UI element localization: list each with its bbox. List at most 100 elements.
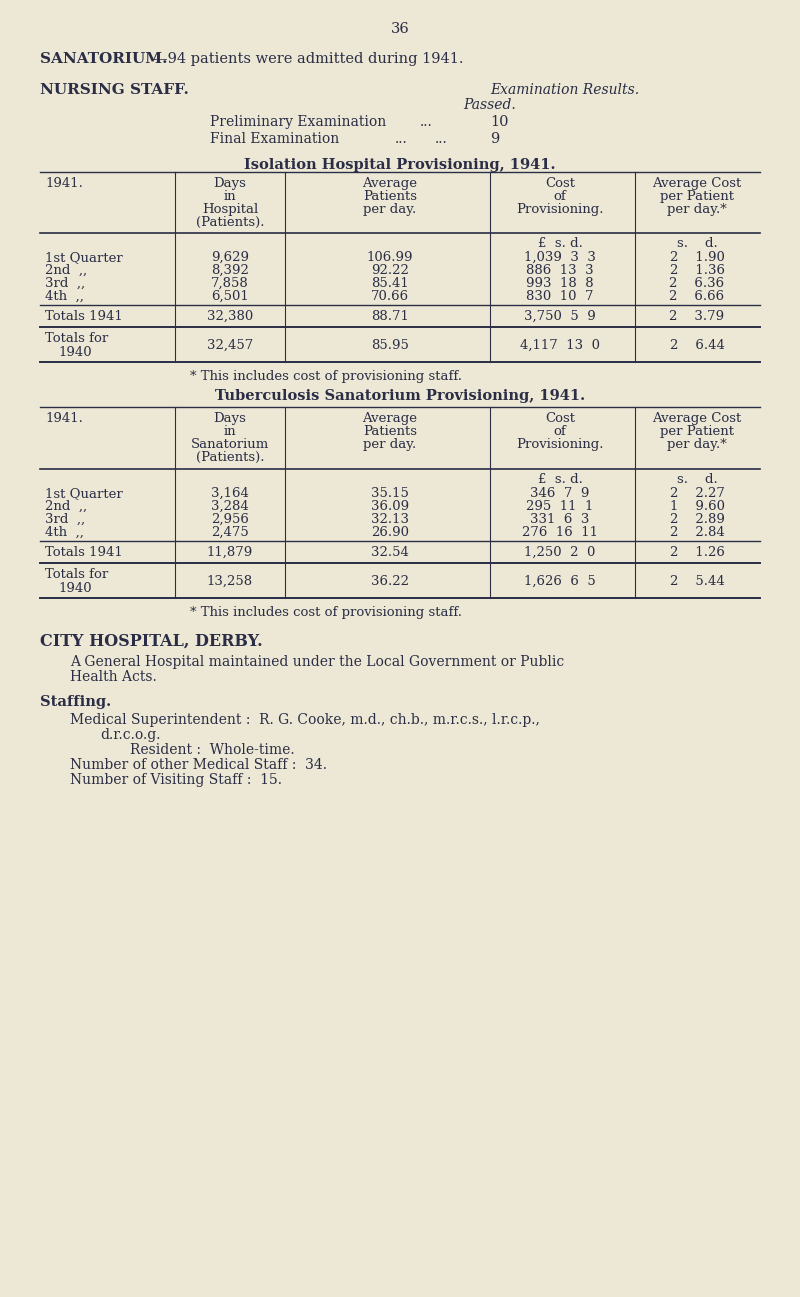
Text: 1,039  3  3: 1,039 3 3 bbox=[524, 252, 596, 265]
Text: 1    9.60: 1 9.60 bbox=[670, 501, 725, 514]
Text: 2nd  ,,: 2nd ,, bbox=[45, 501, 87, 514]
Text: 1,626  6  5: 1,626 6 5 bbox=[524, 575, 596, 588]
Text: Totals for: Totals for bbox=[45, 568, 108, 581]
Text: * This includes cost of provisioning staff.: * This includes cost of provisioning sta… bbox=[190, 370, 462, 383]
Text: £  s. d.: £ s. d. bbox=[538, 473, 582, 486]
Text: ...: ... bbox=[420, 115, 433, 128]
Text: Preliminary Examination: Preliminary Examination bbox=[210, 115, 386, 128]
Text: per Patient: per Patient bbox=[660, 189, 734, 204]
Text: Medical Superintendent :  R. G. Cooke, m.d., ch.b., m.r.c.s., l.r.c.p.,: Medical Superintendent : R. G. Cooke, m.… bbox=[70, 713, 540, 728]
Text: 3,284: 3,284 bbox=[211, 501, 249, 514]
Text: 3rd  ,,: 3rd ,, bbox=[45, 278, 85, 291]
Text: 1940: 1940 bbox=[58, 346, 92, 359]
Text: Number of Visiting Staff :  15.: Number of Visiting Staff : 15. bbox=[70, 773, 282, 787]
Text: SANATORIUM.: SANATORIUM. bbox=[40, 52, 167, 66]
Text: 70.66: 70.66 bbox=[371, 291, 409, 303]
Text: 9: 9 bbox=[490, 132, 499, 147]
Text: per day.: per day. bbox=[363, 438, 417, 451]
Text: Number of other Medical Staff :  34.: Number of other Medical Staff : 34. bbox=[70, 757, 327, 772]
Text: Average: Average bbox=[362, 176, 418, 189]
Text: Days: Days bbox=[214, 176, 246, 189]
Text: 2,956: 2,956 bbox=[211, 514, 249, 527]
Text: Sanatorium: Sanatorium bbox=[191, 438, 269, 451]
Text: 13,258: 13,258 bbox=[207, 575, 253, 588]
Text: CITY HOSPITAL, DERBY.: CITY HOSPITAL, DERBY. bbox=[40, 633, 262, 650]
Text: 1940: 1940 bbox=[58, 582, 92, 595]
Text: Tuberculosis Sanatorium Provisioning, 1941.: Tuberculosis Sanatorium Provisioning, 19… bbox=[215, 389, 585, 403]
Text: 32,457: 32,457 bbox=[207, 339, 253, 351]
Text: 36.22: 36.22 bbox=[371, 575, 409, 588]
Text: Final Examination: Final Examination bbox=[210, 132, 339, 147]
Text: Totals 1941: Totals 1941 bbox=[45, 310, 122, 323]
Text: 85.41: 85.41 bbox=[371, 278, 409, 291]
Text: 32.13: 32.13 bbox=[371, 514, 409, 527]
Text: 276  16  11: 276 16 11 bbox=[522, 527, 598, 540]
Text: of: of bbox=[554, 189, 566, 204]
Text: —94 patients were admitted during 1941.: —94 patients were admitted during 1941. bbox=[153, 52, 463, 66]
Text: 3,750  5  9: 3,750 5 9 bbox=[524, 310, 596, 323]
Text: Cost: Cost bbox=[545, 412, 575, 425]
Text: Resident :  Whole-time.: Resident : Whole-time. bbox=[130, 743, 294, 757]
Text: 88.71: 88.71 bbox=[371, 310, 409, 323]
Text: 331  6  3: 331 6 3 bbox=[530, 514, 590, 527]
Text: 8,392: 8,392 bbox=[211, 265, 249, 278]
Text: 10: 10 bbox=[490, 115, 509, 128]
Text: 1st Quarter: 1st Quarter bbox=[45, 252, 122, 265]
Text: 1,250  2  0: 1,250 2 0 bbox=[524, 546, 596, 559]
Text: 32,380: 32,380 bbox=[207, 310, 253, 323]
Text: 2    1.36: 2 1.36 bbox=[670, 265, 725, 278]
Text: 2    5.44: 2 5.44 bbox=[670, 575, 724, 588]
Text: £  s. d.: £ s. d. bbox=[538, 237, 582, 250]
Text: (Patients).: (Patients). bbox=[196, 451, 264, 464]
Text: 1941.: 1941. bbox=[45, 412, 83, 425]
Text: Days: Days bbox=[214, 412, 246, 425]
Text: 2    6.44: 2 6.44 bbox=[670, 339, 725, 351]
Text: Passed.: Passed. bbox=[464, 99, 516, 112]
Text: Average: Average bbox=[362, 412, 418, 425]
Text: 2    1.90: 2 1.90 bbox=[670, 252, 725, 265]
Text: 4th  ,,: 4th ,, bbox=[45, 527, 84, 540]
Text: ...: ... bbox=[395, 132, 408, 147]
Text: 32.54: 32.54 bbox=[371, 546, 409, 559]
Text: of: of bbox=[554, 425, 566, 438]
Text: 4,117  13  0: 4,117 13 0 bbox=[520, 339, 600, 351]
Text: Average Cost: Average Cost bbox=[652, 412, 742, 425]
Text: per day.*: per day.* bbox=[667, 204, 727, 217]
Text: in: in bbox=[224, 189, 236, 204]
Text: 26.90: 26.90 bbox=[371, 527, 409, 540]
Text: * This includes cost of provisioning staff.: * This includes cost of provisioning sta… bbox=[190, 606, 462, 619]
Text: 295  11  1: 295 11 1 bbox=[526, 501, 594, 514]
Text: Staffing.: Staffing. bbox=[40, 695, 111, 709]
Text: 85.95: 85.95 bbox=[371, 339, 409, 351]
Text: 9,629: 9,629 bbox=[211, 252, 249, 265]
Text: per day.: per day. bbox=[363, 204, 417, 217]
Text: Totals for: Totals for bbox=[45, 332, 108, 345]
Text: A General Hospital maintained under the Local Government or Public: A General Hospital maintained under the … bbox=[70, 655, 564, 669]
Text: 1941.: 1941. bbox=[45, 176, 83, 189]
Text: 3,164: 3,164 bbox=[211, 486, 249, 501]
Text: ...: ... bbox=[435, 132, 448, 147]
Text: s.    d.: s. d. bbox=[677, 473, 718, 486]
Text: 993  18  8: 993 18 8 bbox=[526, 278, 594, 291]
Text: s.    d.: s. d. bbox=[677, 237, 718, 250]
Text: Provisioning.: Provisioning. bbox=[516, 204, 604, 217]
Text: 346  7  9: 346 7 9 bbox=[530, 486, 590, 501]
Text: 830  10  7: 830 10 7 bbox=[526, 291, 594, 303]
Text: 3rd  ,,: 3rd ,, bbox=[45, 514, 85, 527]
Text: Cost: Cost bbox=[545, 176, 575, 189]
Text: 7,858: 7,858 bbox=[211, 278, 249, 291]
Text: d.r.c.o.g.: d.r.c.o.g. bbox=[100, 728, 161, 742]
Text: in: in bbox=[224, 425, 236, 438]
Text: 6,501: 6,501 bbox=[211, 291, 249, 303]
Text: 2    6.66: 2 6.66 bbox=[670, 291, 725, 303]
Text: 36: 36 bbox=[390, 22, 410, 36]
Text: 35.15: 35.15 bbox=[371, 486, 409, 501]
Text: 2,475: 2,475 bbox=[211, 527, 249, 540]
Text: 2    1.26: 2 1.26 bbox=[670, 546, 725, 559]
Text: Patients: Patients bbox=[363, 425, 417, 438]
Text: 2    2.27: 2 2.27 bbox=[670, 486, 725, 501]
Text: 2    2.89: 2 2.89 bbox=[670, 514, 725, 527]
Text: 2    2.84: 2 2.84 bbox=[670, 527, 724, 540]
Text: 886  13  3: 886 13 3 bbox=[526, 265, 594, 278]
Text: NURSING STAFF.: NURSING STAFF. bbox=[40, 83, 189, 97]
